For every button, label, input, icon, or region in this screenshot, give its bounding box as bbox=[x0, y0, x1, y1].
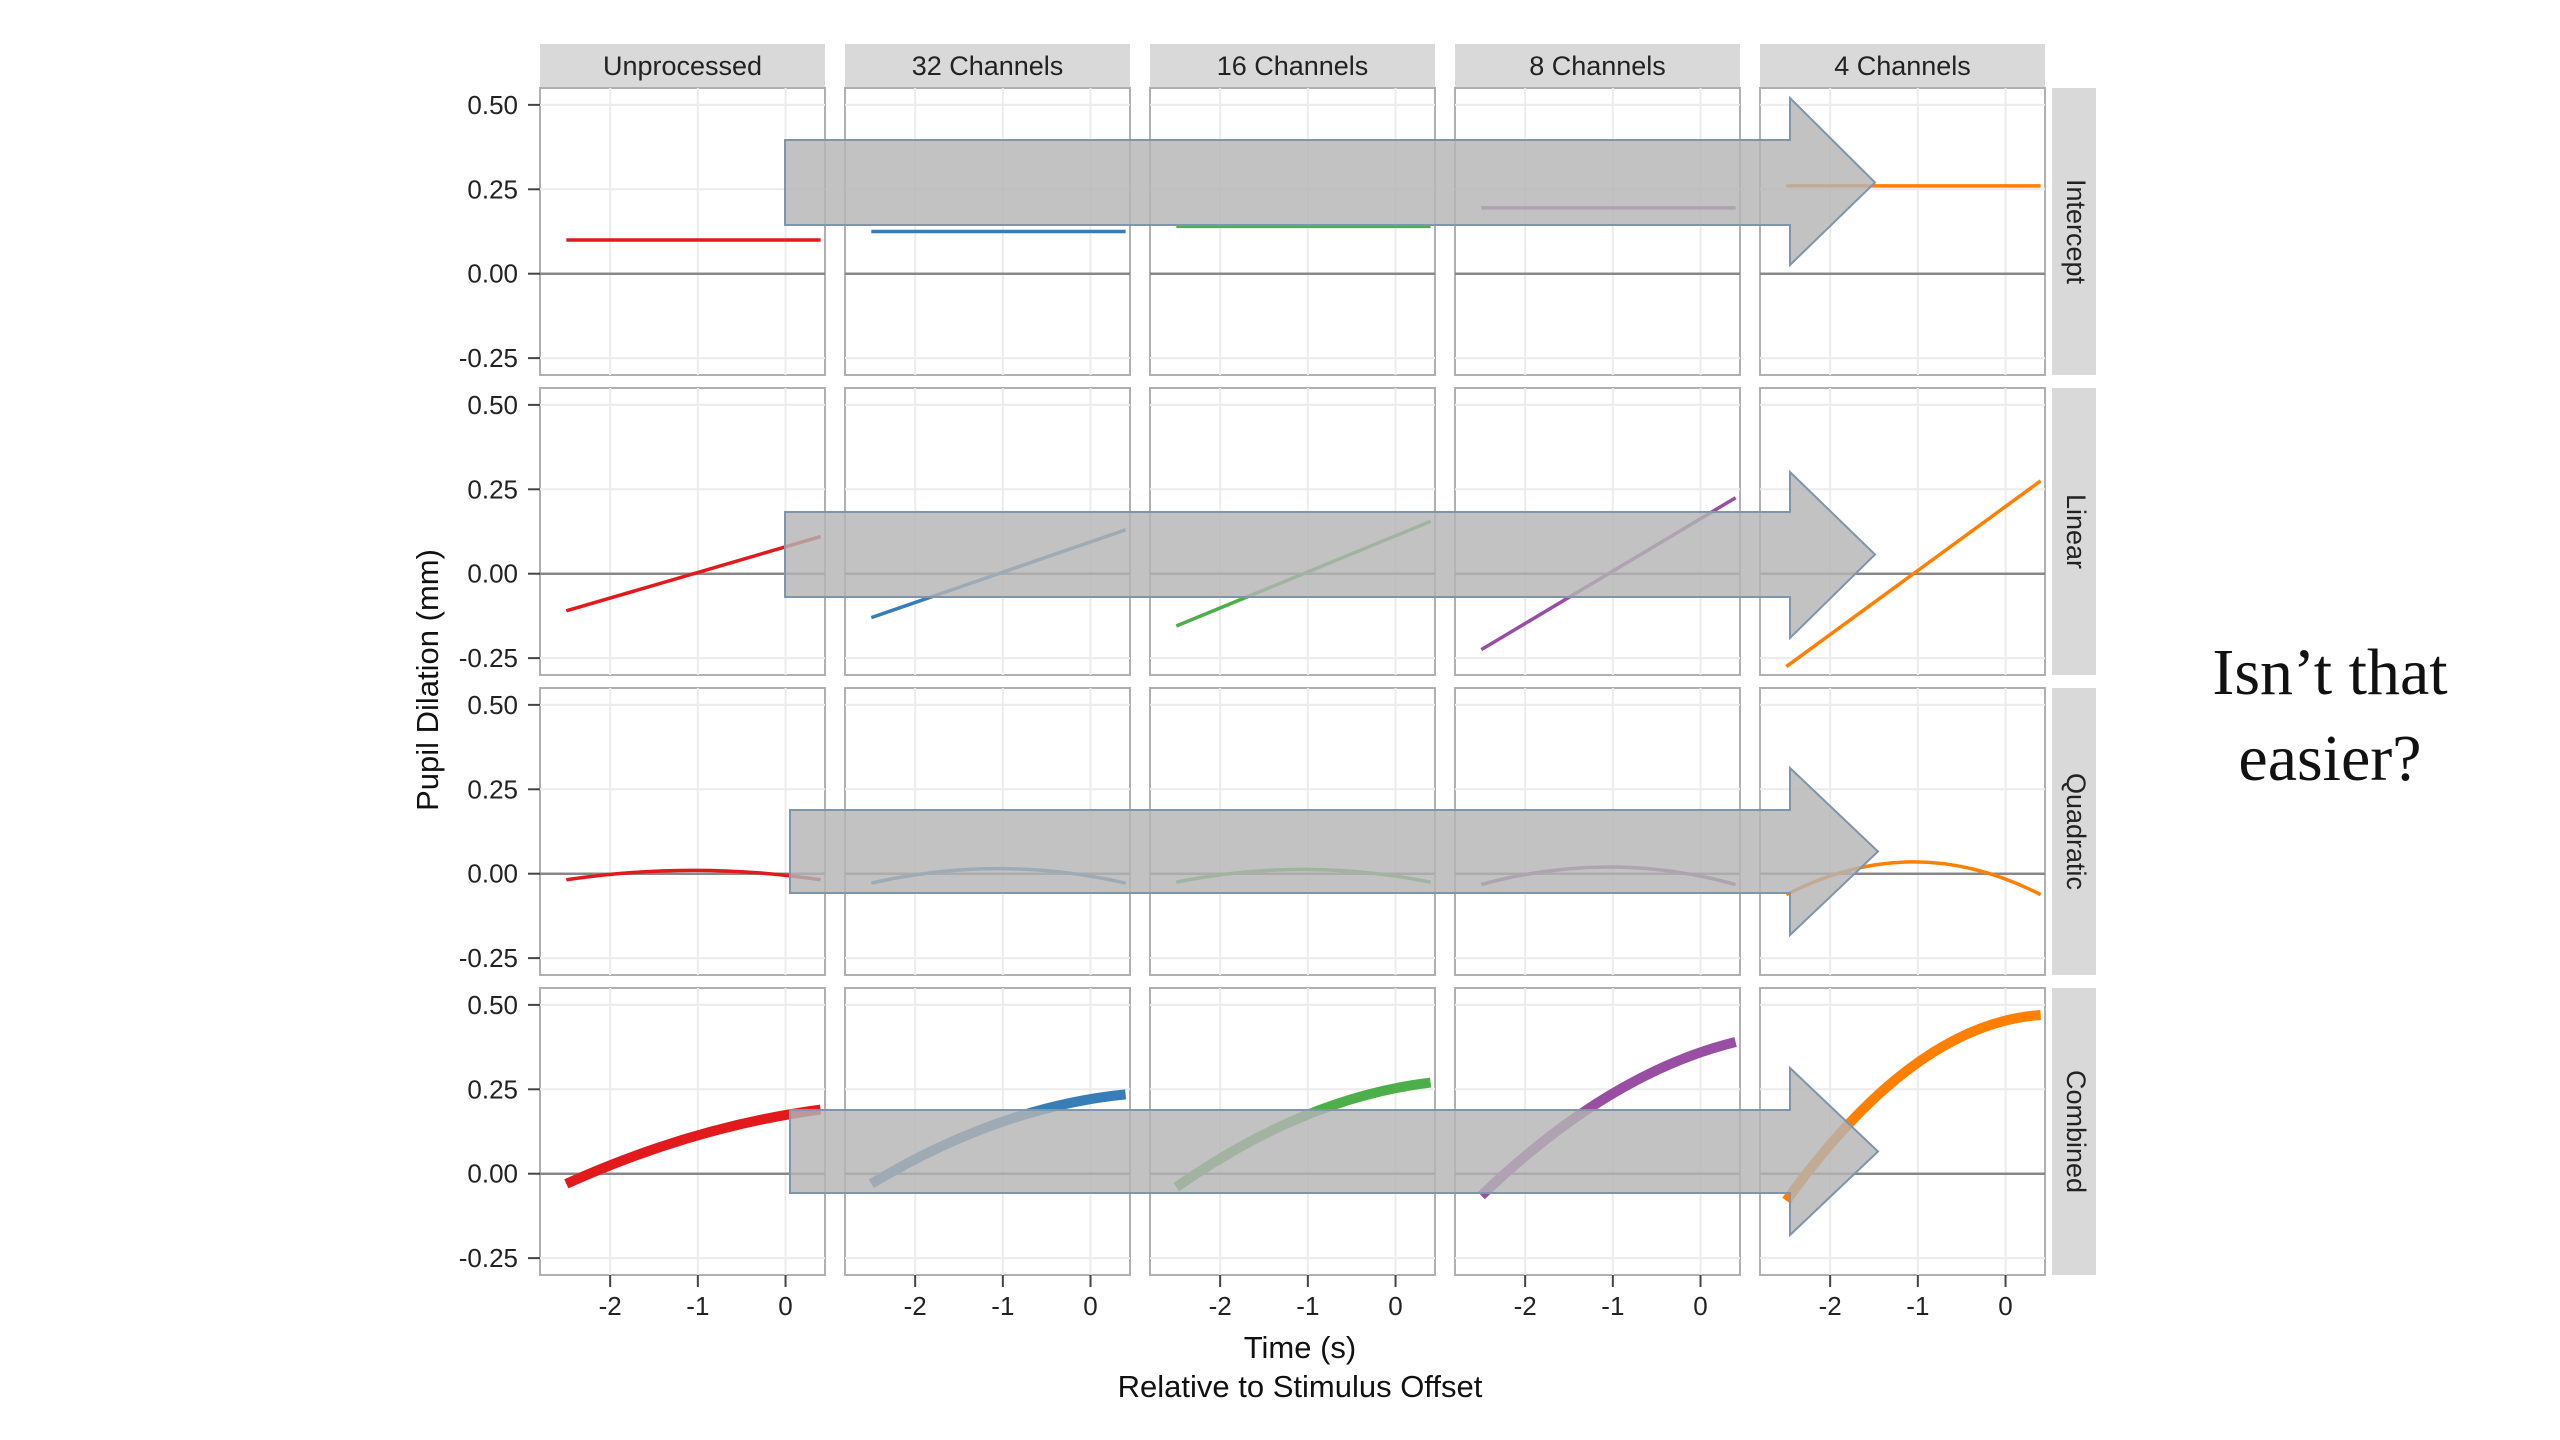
y-tick-label: 0.50 bbox=[467, 690, 518, 720]
x-tick-label: -1 bbox=[1296, 1291, 1319, 1321]
y-tick-label: 0.00 bbox=[467, 559, 518, 589]
x-tick-label: -2 bbox=[1209, 1291, 1232, 1321]
facet-column-label: 8 Channels bbox=[1529, 51, 1666, 81]
x-tick-label: -1 bbox=[991, 1291, 1014, 1321]
facet-strip bbox=[1455, 44, 1740, 88]
y-tick-label: 0.50 bbox=[467, 90, 518, 120]
y-tick-label: 0.00 bbox=[467, 1159, 518, 1189]
x-tick-label: -1 bbox=[1601, 1291, 1624, 1321]
facet-panel bbox=[539, 987, 826, 1276]
y-tick-label: -0.25 bbox=[459, 343, 518, 373]
y-tick-label: 0.25 bbox=[467, 1074, 518, 1104]
side-note: Isn’t that easier? bbox=[2140, 630, 2520, 802]
x-tick-label: 0 bbox=[778, 1291, 792, 1321]
facet-strip bbox=[1150, 44, 1435, 88]
series-line-unprocessed-quadratic bbox=[566, 868, 821, 882]
y-tick-label: -0.25 bbox=[459, 943, 518, 973]
x-tick-label: -2 bbox=[904, 1291, 927, 1321]
series-line-unprocessed-combined bbox=[564, 1104, 822, 1189]
facet-column-label: 16 Channels bbox=[1217, 51, 1369, 81]
x-tick-label: -2 bbox=[1819, 1291, 1842, 1321]
y-tick-label: 0.50 bbox=[467, 990, 518, 1020]
facet-row-strip bbox=[2052, 988, 2096, 1275]
overlay-arrow bbox=[784, 95, 1877, 268]
series-line-unprocessed-linear bbox=[565, 534, 822, 613]
overlay-arrow bbox=[789, 765, 1880, 938]
x-tick-label: 0 bbox=[1083, 1291, 1097, 1321]
x-tick-label: -1 bbox=[1906, 1291, 1929, 1321]
overlay-arrow bbox=[784, 469, 1877, 641]
facet-row-label: Combined bbox=[2061, 1070, 2091, 1193]
y-tick-label: 0.00 bbox=[467, 859, 518, 889]
x-tick-label: 0 bbox=[1388, 1291, 1402, 1321]
facet-column-label: Unprocessed bbox=[603, 51, 762, 81]
side-note-line2: easier? bbox=[2238, 722, 2422, 795]
y-tick-label: 0.00 bbox=[467, 259, 518, 289]
overlay-arrow bbox=[789, 1065, 1880, 1238]
x-axis-subtitle: Relative to Stimulus Offset bbox=[1118, 1369, 1483, 1404]
facet-row-strip bbox=[2052, 688, 2096, 975]
facet-row-strip bbox=[2052, 388, 2096, 675]
facet-strip bbox=[845, 44, 1130, 88]
x-tick-label: -2 bbox=[1514, 1291, 1537, 1321]
x-tick-label: 0 bbox=[1998, 1291, 2012, 1321]
facet-panel bbox=[539, 387, 826, 676]
facet-row-label: Quadratic bbox=[2061, 773, 2091, 890]
x-tick-label: 0 bbox=[1693, 1291, 1707, 1321]
facet-panel bbox=[1149, 87, 1436, 376]
y-tick-label: 0.25 bbox=[467, 474, 518, 504]
y-tick-label: 0.50 bbox=[467, 390, 518, 420]
y-tick-label: -0.25 bbox=[459, 1243, 518, 1273]
y-tick-label: -0.25 bbox=[459, 643, 518, 673]
facet-strip bbox=[1760, 44, 2045, 88]
y-tick-label: 0.25 bbox=[467, 774, 518, 804]
facet-panel bbox=[539, 687, 826, 976]
series-line-4-channels-linear bbox=[1785, 479, 2042, 668]
facet-column-label: 4 Channels bbox=[1834, 51, 1971, 81]
side-note-line1: Isn’t that bbox=[2212, 636, 2448, 709]
x-tick-label: -1 bbox=[686, 1291, 709, 1321]
facet-row-strip bbox=[2052, 88, 2096, 375]
facet-row-label: Linear bbox=[2061, 494, 2091, 569]
facet-row-label: Intercept bbox=[2061, 179, 2091, 285]
facet-panel bbox=[539, 87, 826, 376]
y-axis-title: Pupil Dilation (mm) bbox=[410, 549, 445, 811]
x-tick-label: -2 bbox=[599, 1291, 622, 1321]
facet-column-label: 32 Channels bbox=[912, 51, 1064, 81]
x-axis-title: Time (s) bbox=[1244, 1330, 1357, 1365]
facet-strip bbox=[540, 44, 825, 88]
facet-panel bbox=[1454, 87, 1741, 376]
y-tick-label: 0.25 bbox=[467, 174, 518, 204]
